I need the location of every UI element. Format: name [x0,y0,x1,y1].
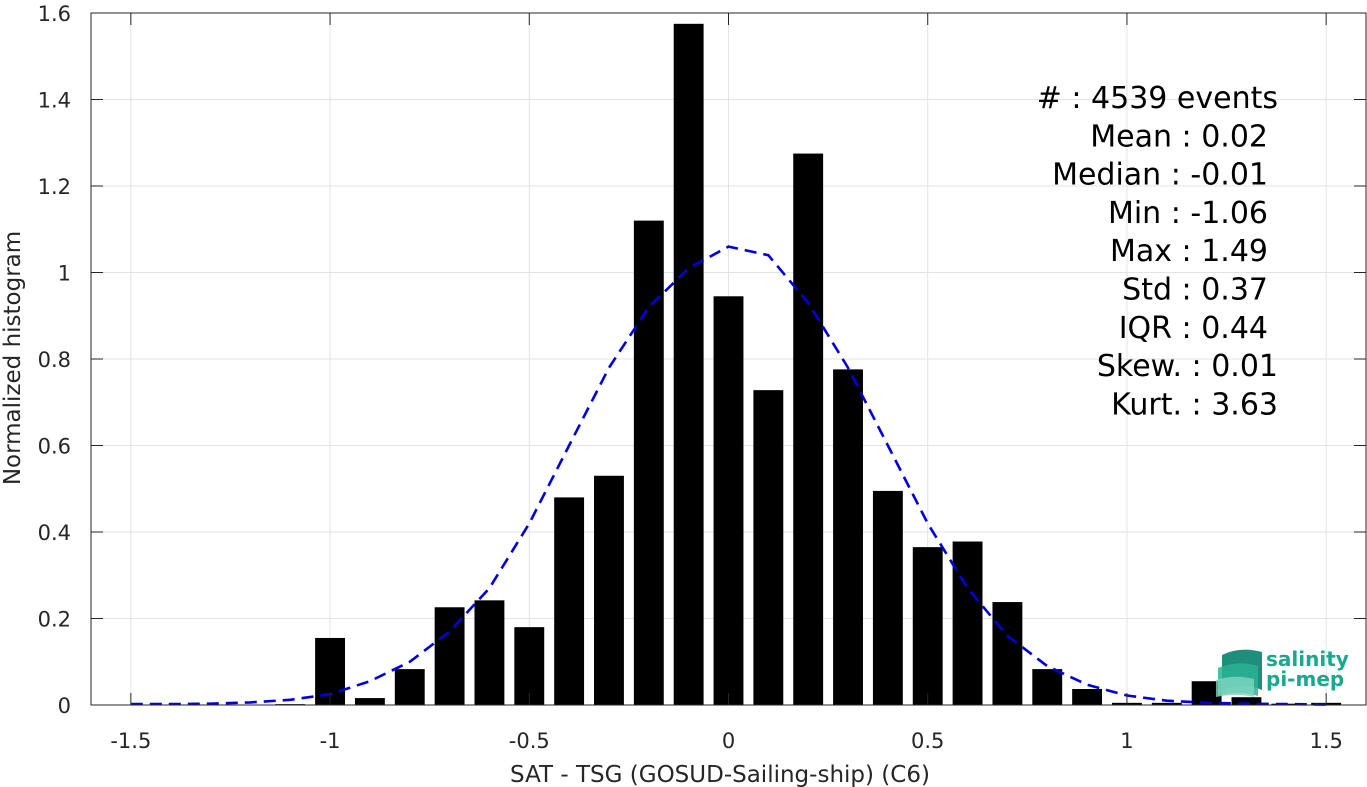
y-tick-labels: 0 0.2 0.4 0.6 0.8 1 1.2 1.4 1.6 [38,2,71,718]
x-tick-label-5: 1 [1120,729,1133,753]
y-tick-label-1: 0.2 [38,608,71,632]
histogram-bar-9 [633,220,664,705]
stat-label-8: Kurt. [1111,387,1191,422]
histogram-bar-3 [394,669,425,705]
stat-label-6: IQR [1119,311,1182,346]
stat-value-3: : -1.06 [1171,196,1268,231]
histogram-bar-19 [1032,669,1063,705]
histogram-bar-5 [474,600,505,705]
stat-value-5: : 0.37 [1182,273,1268,308]
x-tick-label-2: -0.5 [509,729,550,753]
y-tick-label-4: 0.8 [38,348,71,372]
histogram-bar-17 [952,541,983,705]
histogram-bar-15 [872,490,903,705]
histogram-bar-20 [1072,688,1103,705]
histogram-bar-7 [554,497,585,705]
stat-line-5: Std : 0.37 [1122,273,1268,308]
histogram-bar-16 [912,547,943,705]
stat-line-2: Median : -0.01 [1052,158,1268,193]
y-tick-label-0: 0 [58,694,71,718]
histogram-bar-11 [713,296,744,705]
stat-line-8: Kurt. : 3.63 [1111,387,1278,422]
histogram-bar-22 [1151,702,1182,705]
x-tick-labels: -1.5 -1 -0.5 0 0.5 1 1.5 [110,729,1343,753]
axis-ticks [91,12,1366,706]
histogram-bar-10 [673,23,704,705]
stat-label-0: # [1037,81,1072,116]
wave-logo-icon [1216,649,1262,697]
histogram-bar-2 [354,698,385,705]
stat-value-2: : -0.01 [1171,158,1268,193]
y-tick-label-8: 1.6 [38,2,71,26]
histogram-bar-13 [793,153,824,705]
stat-value-8: : 3.63 [1192,387,1278,422]
stat-line-3: Min : -1.06 [1108,196,1268,231]
histogram-bar-8 [594,475,624,705]
salinity-pimep-logo: salinity pi-mep [1216,647,1349,697]
x-tick-label-4: 0.5 [911,729,944,753]
x-tick-label-3: 0 [722,729,735,753]
y-tick-label-3: 0.6 [38,435,71,459]
stat-value-7: : 0.01 [1192,349,1278,384]
y-tick-label-6: 1.2 [38,175,71,199]
histogram-bar-24 [1231,697,1262,705]
y-axis-label: Normalized histogram [0,231,26,485]
y-tick-label-2: 0.4 [38,521,71,545]
histogram-bar-4 [434,607,465,705]
x-tick-label-0: -1.5 [110,729,151,753]
histogram-bar-23 [1191,681,1222,705]
stat-value-0: : 4539 events [1071,81,1278,116]
histogram-bar-6 [514,627,545,705]
stat-label-4: Max [1110,234,1182,269]
stat-line-1: Mean : 0.02 [1090,119,1268,154]
stat-value-4: : 1.49 [1182,234,1268,269]
y-tick-label-7: 1.4 [38,89,71,113]
stat-line-0: # : 4539 events [1037,81,1278,116]
stat-line-4: Max : 1.49 [1110,234,1268,269]
stat-value-1: : 0.02 [1182,119,1268,154]
y-tick-label-5: 1 [58,262,71,286]
stat-value-6: : 0.44 [1182,311,1268,346]
histogram-bar-18 [992,602,1023,705]
stat-label-2: Median [1052,158,1171,193]
stat-label-5: Std [1122,273,1181,308]
grid [91,12,1366,706]
x-axis-label: SAT - TSG (GOSUD-Sailing-ship) (C6) [510,762,930,787]
stat-line-7: Skew. : 0.01 [1097,349,1278,384]
x-tick-label-6: 1.5 [1309,729,1342,753]
stat-label-7: Skew. [1097,349,1192,384]
histogram-bar-14 [833,369,863,705]
stat-line-6: IQR : 0.44 [1119,311,1268,346]
x-tick-label-1: -1 [320,729,341,753]
bars [275,23,1342,705]
stat-label-1: Mean [1090,119,1181,154]
logo-text-salinity: salinity [1266,647,1349,671]
stat-label-3: Min [1108,196,1171,231]
histogram-bar-12 [753,390,784,705]
logo-text-pimep: pi-mep [1266,667,1344,691]
